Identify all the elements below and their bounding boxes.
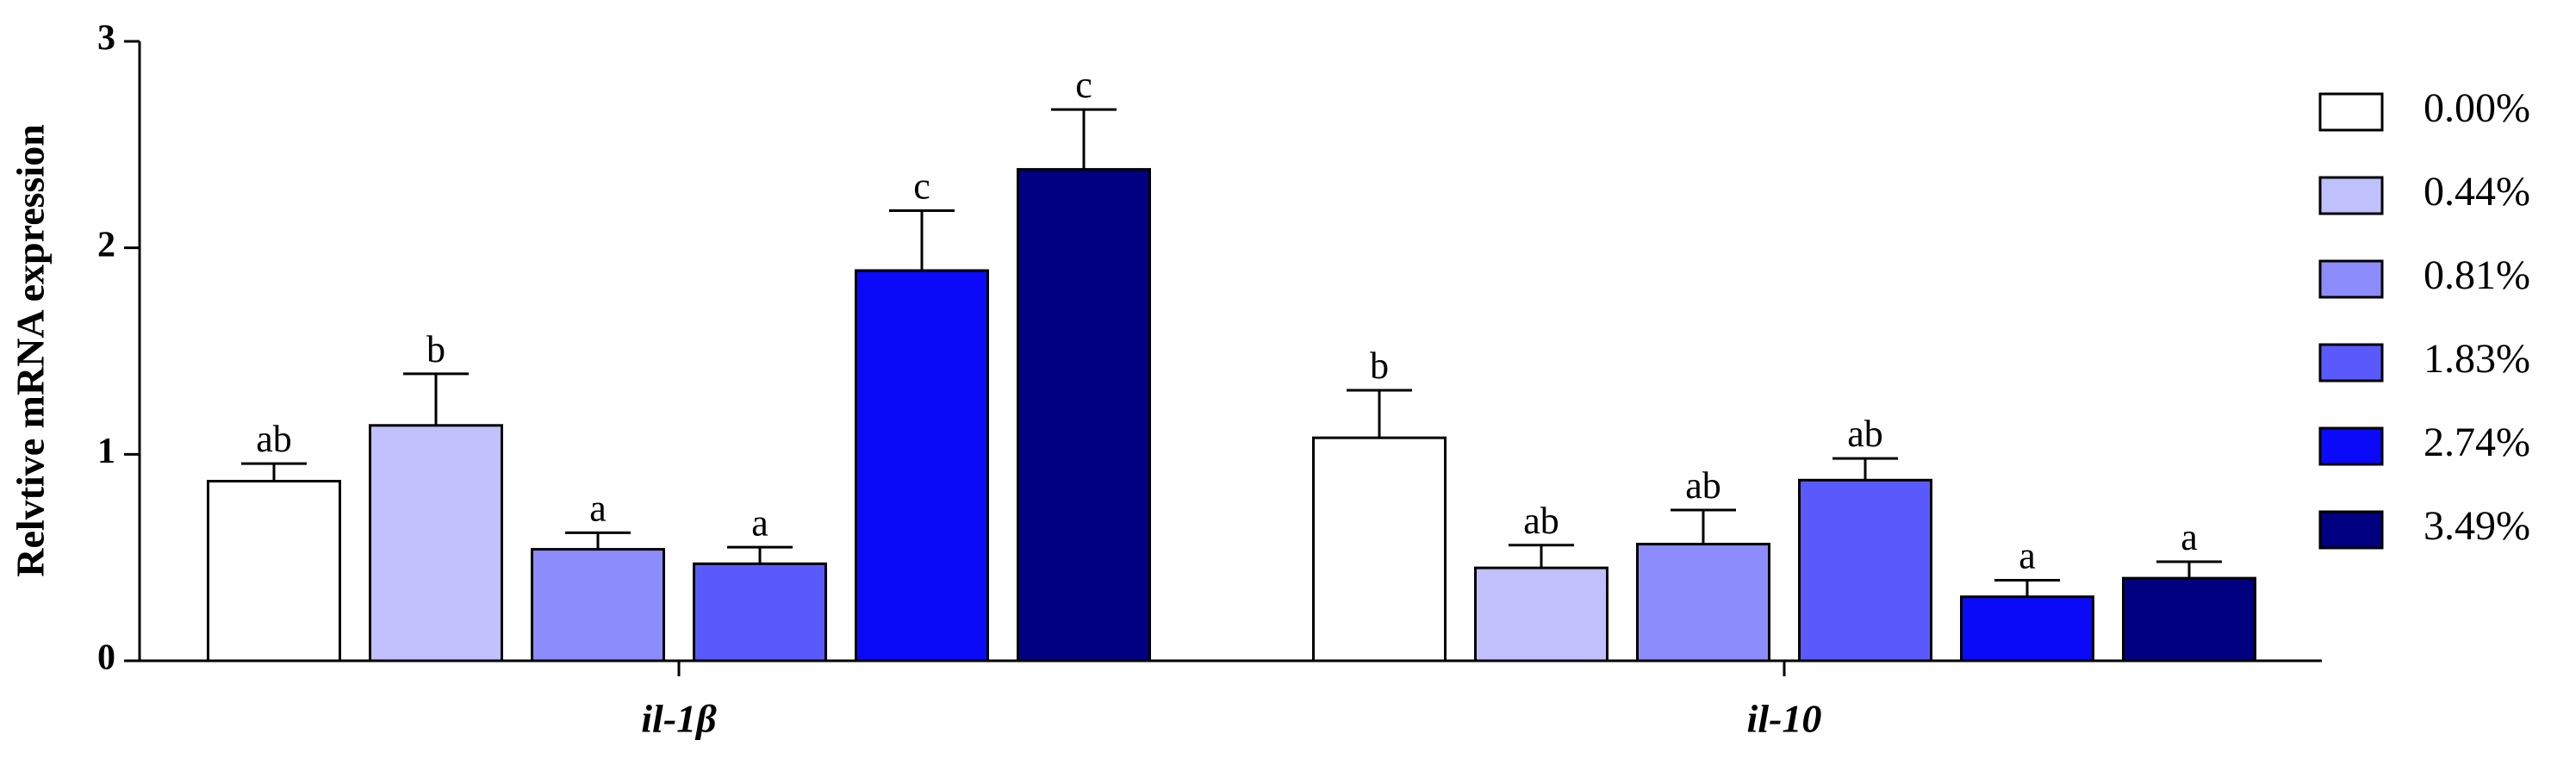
bar xyxy=(1798,478,1932,663)
y-tick-label: 3 xyxy=(97,19,115,59)
bar xyxy=(2122,576,2256,663)
legend-label: 2.74% xyxy=(2424,420,2530,465)
bar xyxy=(1960,595,2094,663)
x-tick-label: il-1β xyxy=(641,697,717,741)
legend-swatch xyxy=(2318,510,2384,550)
y-tick-label: 1 xyxy=(97,432,115,471)
legend-label: 1.83% xyxy=(2424,336,2530,382)
bar xyxy=(855,269,989,663)
legend-swatch xyxy=(2318,176,2384,215)
legend-swatch xyxy=(2318,92,2384,132)
significance-label: b xyxy=(1370,345,1389,387)
bar xyxy=(1474,566,1608,663)
significance-label: a xyxy=(2181,516,2198,558)
bar xyxy=(369,424,503,663)
bar xyxy=(531,548,665,663)
significance-label: a xyxy=(2019,535,2036,577)
legend-swatch xyxy=(2318,426,2384,466)
bar xyxy=(693,562,827,663)
bar xyxy=(207,479,341,663)
significance-label: c xyxy=(1075,64,1092,106)
significance-label: c xyxy=(913,165,930,208)
legend-label: 0.44% xyxy=(2424,169,2530,215)
legend-swatch xyxy=(2318,343,2384,383)
significance-label: b xyxy=(426,328,445,370)
significance-label: ab xyxy=(1685,464,1721,507)
legend-label: 3.49% xyxy=(2424,503,2530,549)
legend-label: 0.81% xyxy=(2424,252,2530,298)
y-tick-label: 2 xyxy=(97,225,115,264)
significance-label: ab xyxy=(1847,413,1883,455)
bar xyxy=(1312,436,1447,663)
significance-label: a xyxy=(589,488,607,530)
legend-swatch xyxy=(2318,259,2384,299)
y-tick-label: 0 xyxy=(97,638,115,678)
significance-label: ab xyxy=(1523,500,1559,542)
x-tick-label: il-10 xyxy=(1747,697,1822,741)
bar xyxy=(1636,543,1770,663)
bar xyxy=(1017,168,1151,663)
significance-label: a xyxy=(751,501,768,544)
legend-label: 0.00% xyxy=(2424,85,2530,131)
y-axis-label: Relvtive mRNA expression xyxy=(9,124,53,577)
significance-label: ab xyxy=(256,418,292,460)
